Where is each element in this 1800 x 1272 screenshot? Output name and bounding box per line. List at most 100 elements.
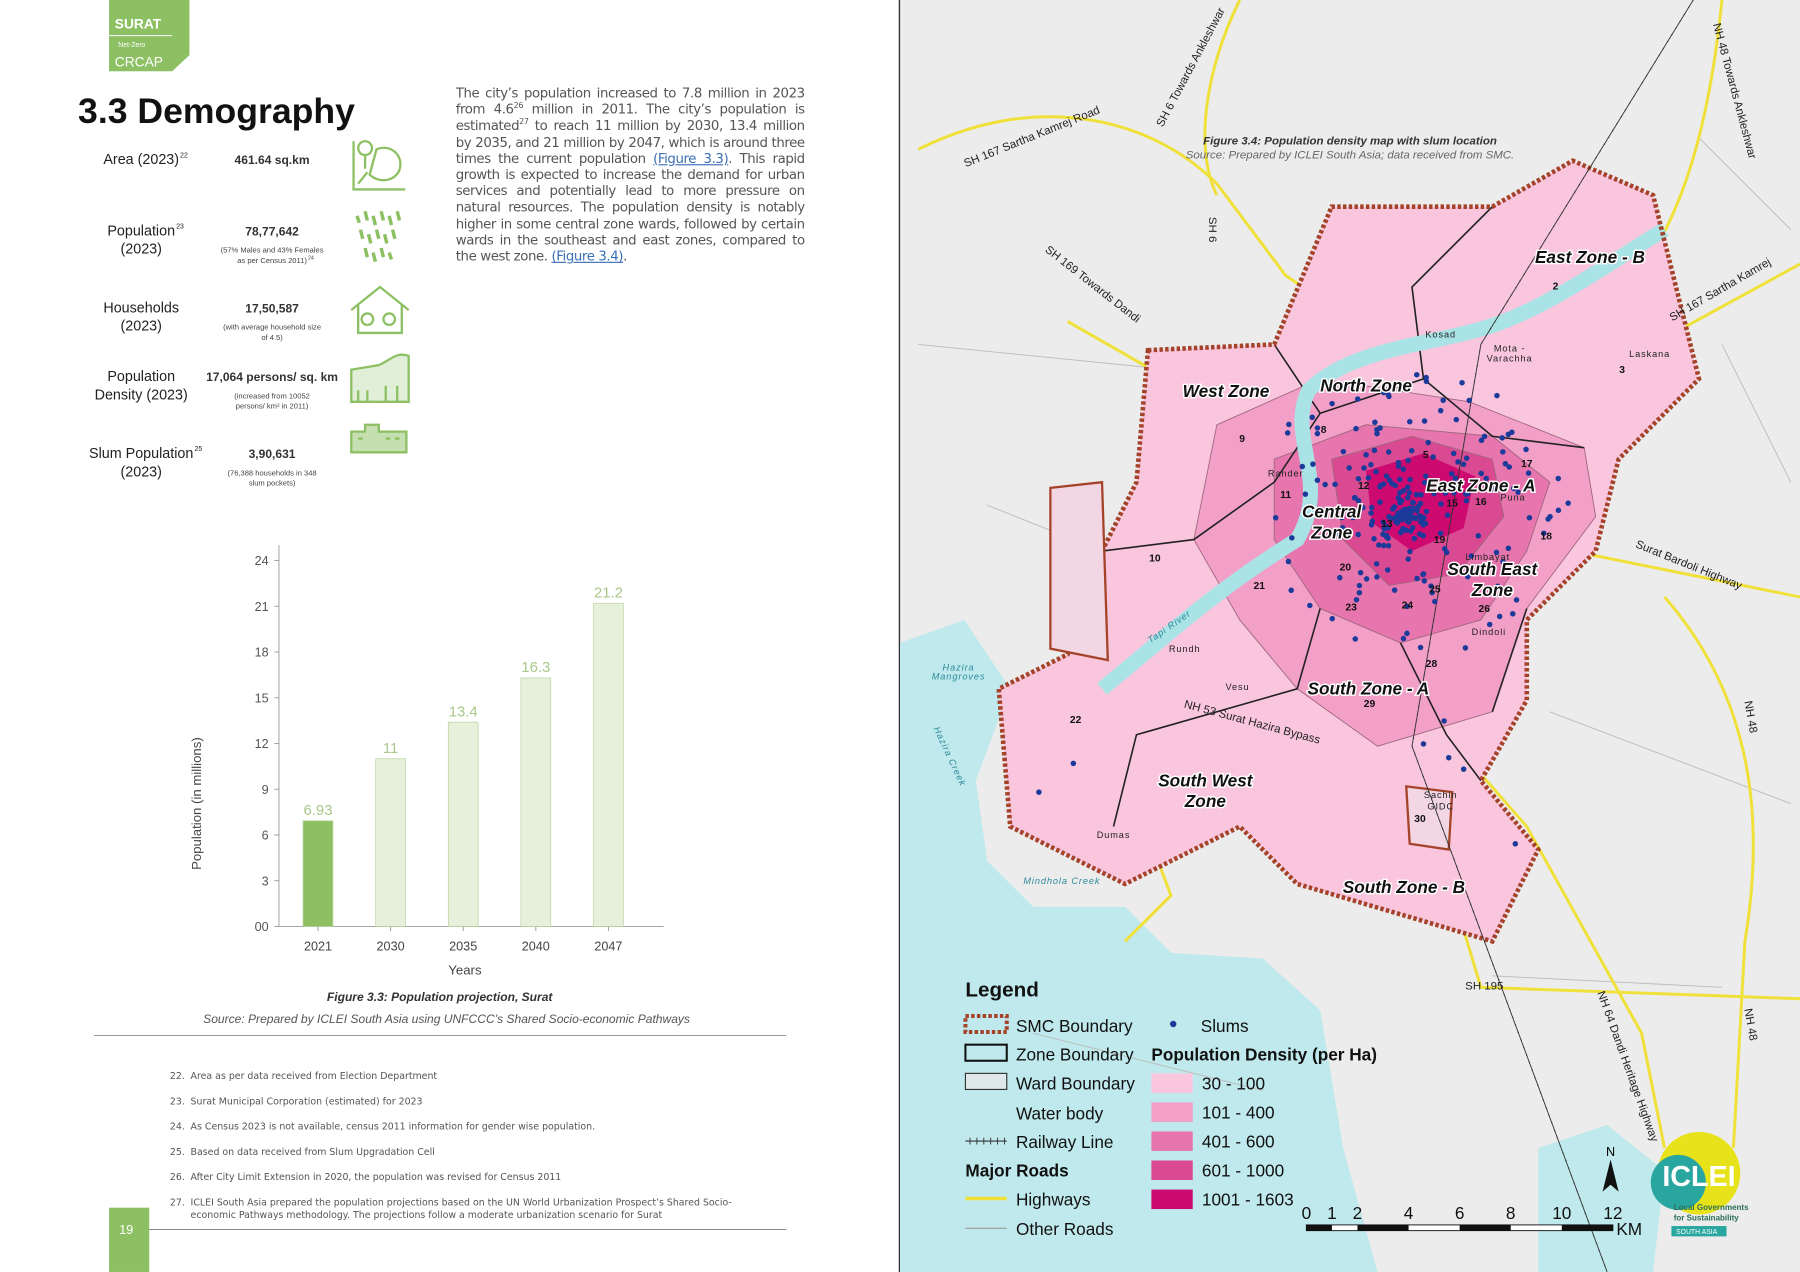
slum-dot	[1421, 578, 1428, 584]
slum-dot	[1515, 489, 1521, 495]
stat-sup: 25	[195, 446, 203, 453]
slum-dot	[1425, 439, 1431, 446]
legend-title: Legend	[965, 978, 1038, 1001]
slum-dot	[1429, 589, 1435, 596]
railway-line	[1411, 0, 1694, 1272]
ward-number: 30	[1414, 814, 1426, 825]
bar	[520, 677, 552, 927]
legend: Legend SMC Boundary Zone Boundary Ward Boun…	[963, 978, 1377, 1239]
ward-number: 28	[1426, 659, 1438, 670]
slum-dot	[1417, 500, 1424, 507]
place-label: Rundh	[1169, 644, 1201, 654]
slum-dot	[1272, 514, 1279, 521]
slum-dot	[1452, 475, 1459, 482]
slum-dot	[1468, 553, 1475, 559]
slum-dot	[1310, 461, 1316, 467]
slum-dot	[1417, 644, 1424, 651]
legend-swatch	[1151, 1160, 1193, 1181]
value-label: 6.93	[303, 802, 332, 819]
legend-swatch	[1151, 1189, 1193, 1210]
slum-dot	[1384, 567, 1391, 573]
legend-label: Other Roads	[1016, 1219, 1114, 1239]
road-label: SH 6	[1206, 217, 1218, 242]
slum-dot	[1369, 518, 1376, 525]
slum-dot	[1356, 582, 1363, 589]
scale-label: 6	[1455, 1203, 1465, 1223]
value-label: 13.4	[449, 703, 478, 720]
legend-label: Zone Boundary	[1016, 1045, 1134, 1065]
slum-dot	[1555, 507, 1562, 514]
slum-dot	[1286, 421, 1292, 428]
logo-region: SOUTH ASIA	[1676, 1229, 1718, 1236]
stat-label: Density (2023)	[95, 388, 188, 404]
footnote-number: 27.	[169, 1196, 185, 1208]
paragraph-box: The city’s population increased to 7.8 m…	[456, 85, 805, 265]
slum-dot	[1540, 530, 1547, 536]
legend-label: 101 - 400	[1202, 1102, 1275, 1122]
slum-dot	[1493, 549, 1500, 556]
ward-number: 19	[1434, 535, 1446, 546]
slum-dot	[1299, 463, 1306, 470]
slum-dot	[1478, 437, 1485, 444]
paragraph-link[interactable]: (Figure 3.4)	[551, 248, 624, 265]
slum-dot	[1406, 418, 1413, 425]
slum-dot	[1513, 597, 1520, 603]
icon-slum	[350, 423, 408, 454]
x-tick-label: 2047	[594, 940, 622, 954]
footnote: 25. Based on data received from Slum Upgr…	[170, 1146, 767, 1159]
slum-dot	[1363, 576, 1370, 582]
y-tick-label: 15	[255, 691, 269, 705]
stat-value: 461.64 sq.km	[235, 153, 310, 167]
stat-value: 3,90,631	[249, 447, 296, 461]
slum-dot	[1481, 433, 1488, 440]
slum-dot	[1505, 545, 1512, 552]
slum-dot	[1363, 452, 1369, 458]
y-tick-label: 6	[262, 829, 269, 843]
slum-dot	[1346, 465, 1352, 471]
stat-value: 78,77,642	[245, 224, 299, 238]
value-label: 11	[383, 740, 398, 757]
footnote-text: Surat Municipal Corporation (estimated) …	[190, 1095, 423, 1107]
slum-dot	[1368, 504, 1375, 511]
legend-label: 401 - 600	[1202, 1132, 1275, 1152]
slum-dot	[1392, 482, 1398, 489]
stat-label: (2023)	[120, 319, 161, 335]
slum-dot	[1398, 517, 1405, 523]
ward-number: 21	[1254, 581, 1266, 592]
x-tick-label: 2035	[449, 940, 477, 954]
slum-dot	[1440, 397, 1446, 404]
paragraph-sup: 26	[513, 101, 524, 111]
ward-number: 13	[1381, 519, 1393, 530]
slum-dot	[1444, 512, 1451, 518]
legend-label: 1001 - 1603	[1202, 1190, 1294, 1210]
map: East Zone - B North Zone West Zone East Zon…	[898, 0, 1800, 1272]
footnotes: 22. Area as per data received from Electi…	[170, 1070, 767, 1222]
ward-number: 29	[1364, 699, 1376, 710]
section-title: 3.3 Demography	[78, 91, 355, 131]
paragraph-link[interactable]: (Figure 3.3)	[653, 150, 729, 167]
slum-dot	[1368, 461, 1374, 468]
place-label: Limbayat	[1465, 552, 1510, 562]
stat-note: (57% Males and 43% Females	[221, 246, 324, 255]
page-number: 19	[119, 1223, 133, 1237]
slum-dot	[1414, 575, 1420, 582]
slum-dot	[1401, 506, 1408, 512]
legend-symbol	[1170, 1020, 1177, 1028]
slum-dot	[1475, 533, 1482, 539]
slum-dot	[1460, 766, 1467, 772]
slum-dot	[1437, 530, 1444, 536]
stat-label: Area (2023)	[103, 152, 179, 168]
slum-dot	[1329, 615, 1336, 622]
slum-dot	[1420, 532, 1426, 539]
stat-note: slum pockets)	[249, 479, 296, 488]
slum-dot	[1395, 463, 1402, 469]
slum-dot	[1432, 598, 1438, 605]
road-label: NH 48	[1741, 700, 1758, 734]
slum-dot	[1502, 460, 1509, 467]
ward-number: 12	[1358, 481, 1370, 492]
slums	[1036, 371, 1571, 847]
slum-dot	[1409, 507, 1415, 514]
slum-dot	[1313, 511, 1319, 517]
